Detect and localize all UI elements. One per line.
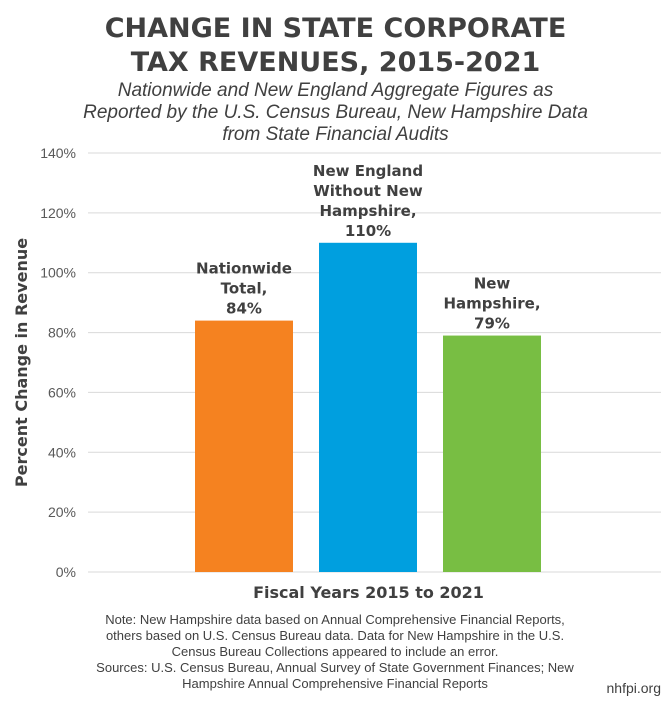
y-tick-label: 20% [48,504,76,520]
bar-chart: 0% 20% 40% 60% 80% 100% 120% 140% Percent Change… [12,145,661,602]
note-line: Sources: U.S. Census Bureau, Annual Surv… [96,660,574,675]
data-label: 79% [474,315,510,333]
subtitle-line: Reported by the U.S. Census Bureau, New … [83,102,588,123]
note-line: Census Bureau Collections appeared to in… [171,644,499,659]
data-label: 110% [345,222,391,240]
y-tick-label: 140% [40,145,76,161]
x-axis-title: Fiscal Years 2015 to 2021 [253,583,484,602]
data-label: 84% [226,300,262,318]
chart-subtitle: Nationwide and New England Aggregate Fig… [0,80,671,146]
data-label: New England [313,162,423,180]
subtitle-line: Nationwide and New England Aggregate Fig… [117,80,554,101]
chart-title: CHANGE IN STATE CORPORATE TAX REVENUES, … [0,12,671,80]
subtitle-line: from State Financial Audits [222,124,449,145]
y-axis-title: Percent Change in Revenue [12,238,31,487]
y-tick-label: 0% [56,564,76,580]
bar [195,320,293,572]
data-label: Total, [221,280,268,298]
data-label: Without New [313,182,423,200]
y-tick-label: 100% [40,265,76,281]
data-label: Nationwide [196,260,292,278]
bar [443,335,541,572]
note-line: Note: New Hampshire data based on Annual… [105,612,565,627]
note-line: others based on U.S. Census Bureau data.… [105,628,565,643]
y-tick-label: 60% [48,384,76,400]
data-label: Hampshire, [443,295,540,313]
brand-url: nhfpi.org [606,680,661,696]
bar [319,242,417,573]
title-line: CHANGE IN STATE CORPORATE [104,13,567,44]
data-label: New [474,275,511,293]
y-tick-label: 120% [40,205,76,221]
note-line: Hampshire Annual Comprehensive Financial… [182,676,488,691]
y-tick-label: 40% [48,444,76,460]
title-line: TAX REVENUES, 2015-2021 [130,47,541,78]
footnote: Note: New Hampshire data based on Annual… [30,612,640,692]
y-tick-label: 80% [48,325,76,341]
data-label: Hampshire, [319,202,416,220]
